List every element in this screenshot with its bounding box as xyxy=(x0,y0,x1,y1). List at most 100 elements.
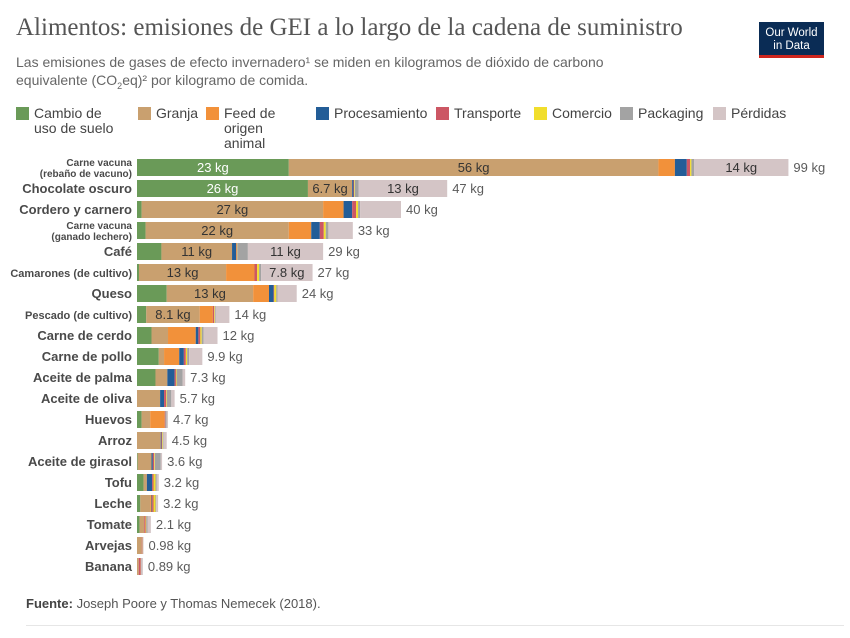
legend-label: Granja xyxy=(156,105,199,121)
bar-row-arvejas: Arvejas 0.98 kg xyxy=(85,537,191,554)
total-value-label: 4.5 kg xyxy=(172,433,207,448)
bar-segment-comercio xyxy=(214,306,215,323)
bar-segment-comercio xyxy=(153,495,156,512)
segment-value-label: 27 kg xyxy=(216,202,248,217)
bar-segment-transporte xyxy=(164,411,166,428)
bar-segment-packaging xyxy=(358,201,361,218)
bar-segment-granja xyxy=(137,432,161,449)
legend-item-granja[interactable]: Granja xyxy=(138,106,198,121)
bar-segment-procesamiento xyxy=(352,180,354,197)
bar-segment-perdidas xyxy=(166,411,169,428)
total-value-label: 3.2 kg xyxy=(163,496,198,511)
segment-value-label: 11 kg xyxy=(181,244,212,259)
bar-segment-comercio xyxy=(323,222,326,239)
total-value-label: 99 kg xyxy=(793,160,825,175)
legend-item-perdidas[interactable]: Pérdidas xyxy=(713,106,803,121)
bar-segment-comercio xyxy=(200,327,202,344)
bar-segment-perdidas xyxy=(261,264,313,281)
chart-subtitle: Las emisiones de gases de efecto inverna… xyxy=(16,53,656,95)
bar-segment-perdidas xyxy=(328,222,353,239)
segment-value-label: 6.7 kg xyxy=(312,181,347,196)
bar-segment-packaging xyxy=(201,327,204,344)
bar-row-chocolate-oscuro: Chocolate oscuro 26 kg 6.7 kg 13 kg 47 kg xyxy=(22,180,484,197)
bar-segment-granja xyxy=(307,180,353,197)
legend-item-cambio-de-uso-de-suelo[interactable]: Cambio de uso de suelo xyxy=(16,106,126,136)
bar-segment-comercio xyxy=(185,348,188,365)
bar-segment-cambio-de-uso-de-suelo xyxy=(137,516,140,533)
bar-segment-comercio xyxy=(236,243,238,260)
legend-item-feed-de-origen-animal[interactable]: Feed de origen animal xyxy=(206,106,306,151)
legend-item-transporte[interactable]: Transporte xyxy=(436,106,526,121)
total-value-label: 33 kg xyxy=(358,223,390,238)
bar-segment-perdidas xyxy=(358,180,448,197)
bar-segment-granja xyxy=(166,285,254,302)
category-label: Chocolate oscuro xyxy=(22,181,132,196)
segment-value-label: 14 kg xyxy=(725,160,757,175)
bar-segment-perdidas xyxy=(142,537,144,554)
logo-line-1: Our World xyxy=(765,27,818,39)
bar-segment-procesamiento xyxy=(151,495,153,512)
legend-label: Pérdidas xyxy=(731,105,787,121)
bar-segment-packaging xyxy=(187,348,190,365)
bar-segment-packaging xyxy=(214,306,216,323)
bar-row-aceite-de-girasol: Aceite de girasol 3.6 kg xyxy=(28,453,203,470)
total-value-label: 2.1 kg xyxy=(156,517,191,532)
bar-segment-feed-de-origen-animal xyxy=(658,159,675,176)
legend-swatch xyxy=(316,107,329,120)
bar-segment-comercio xyxy=(175,369,177,386)
segment-value-label: 26 kg xyxy=(207,181,239,196)
bar-segment-packaging xyxy=(276,285,278,302)
bar-row-leche: Leche 3.2 kg xyxy=(94,495,199,512)
bar-segment-comercio xyxy=(257,264,260,281)
bar-segment-cambio-de-uso-de-suelo xyxy=(137,474,144,491)
bar-segment-cambio-de-uso-de-suelo xyxy=(137,369,156,386)
legend-swatch xyxy=(534,107,547,120)
bar-segment-perdidas xyxy=(163,432,167,449)
bar-segment-procesamiento xyxy=(167,369,175,386)
bar-segment-comercio xyxy=(166,390,167,407)
owid-logo[interactable]: Our World in Data xyxy=(759,22,824,58)
legend-swatch xyxy=(138,107,151,120)
bar-segment-perdidas xyxy=(189,348,203,365)
bar-segment-comercio xyxy=(162,432,163,449)
bar-segment-cambio-de-uso-de-suelo xyxy=(137,180,308,197)
bar-row-tomate: Tomate 2.1 kg xyxy=(87,516,191,533)
category-label: Arroz xyxy=(98,433,132,448)
bar-segment-feed-de-origen-animal xyxy=(199,306,213,323)
bar-row-banana: Banana 0.89 kg xyxy=(85,558,191,575)
total-value-label: 0.89 kg xyxy=(148,559,191,574)
legend-item-comercio[interactable]: Comercio xyxy=(534,106,614,121)
bar-segment-granja xyxy=(155,369,168,386)
bar-segment-cambio-de-uso-de-suelo xyxy=(137,411,142,428)
bar-segment-feed-de-origen-animal xyxy=(164,348,180,365)
category-label: Queso xyxy=(92,286,133,301)
bar-segment-perdidas xyxy=(147,516,151,533)
bar-segment-perdidas xyxy=(141,558,143,575)
bar-row-arroz: Arroz 4.5 kg xyxy=(98,432,207,449)
bar-segment-cambio-de-uso-de-suelo xyxy=(137,306,147,323)
bar-row-carne-de-pollo: Carne de pollo 9.9 kg xyxy=(42,348,243,365)
category-label: Tofu xyxy=(105,475,132,490)
bar-segment-feed-de-origen-animal xyxy=(253,285,269,302)
category-label: Carne vacuna xyxy=(66,221,132,232)
segment-value-label: 13 kg xyxy=(167,265,199,280)
bar-segment-perdidas xyxy=(160,453,163,470)
total-value-label: 0.98 kg xyxy=(148,538,191,553)
stacked-bar-chart: Carne vacuna(rebaño de vacuno) 23 kg 56 kg… xyxy=(10,158,825,575)
logo-line-2: in Data xyxy=(773,39,810,52)
category-label: Aceite de girasol xyxy=(28,454,132,469)
legend-item-procesamiento[interactable]: Procesamiento xyxy=(316,106,431,121)
legend-item-packaging[interactable]: Packaging xyxy=(620,106,705,121)
legend-label: Comercio xyxy=(552,105,612,121)
bar-segment-packaging xyxy=(259,264,262,281)
bar-segment-procesamiento xyxy=(269,285,274,302)
legend-swatch xyxy=(436,107,449,120)
category-label: Camarones (de cultivo) xyxy=(10,268,132,280)
bar-segment-cambio-de-uso-de-suelo xyxy=(137,159,289,176)
bar-segment-comercio xyxy=(145,516,147,533)
bar-segment-packaging xyxy=(237,243,248,260)
bar-segment-transporte xyxy=(174,369,176,386)
category-label: Carne vacuna xyxy=(66,158,132,169)
bar-segment-comercio xyxy=(356,201,359,218)
source-note: Fuente: Joseph Poore y Thomas Nemecek (2… xyxy=(26,596,321,611)
